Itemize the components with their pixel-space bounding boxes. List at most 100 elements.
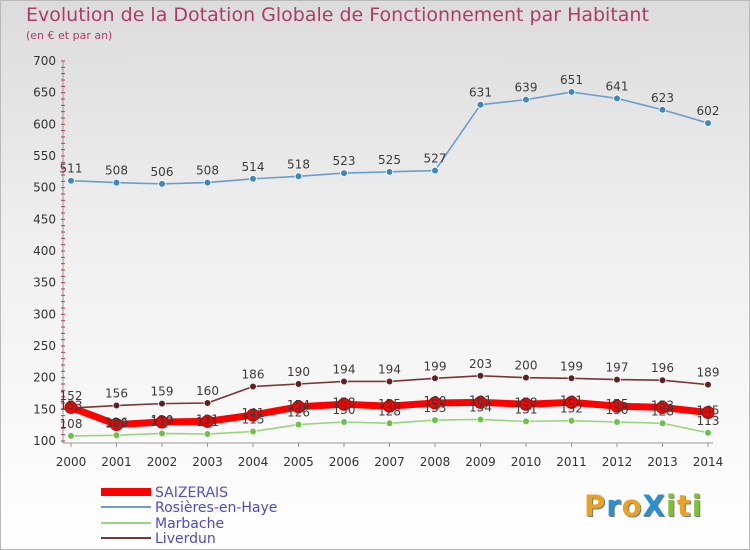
- data-label-saizerais: 158: [515, 395, 538, 409]
- data-point-rosieres-en-haye: [112, 178, 121, 187]
- data-point-saizerais: [565, 395, 578, 409]
- data-point-marbache: [704, 428, 712, 437]
- data-point-marbache: [203, 430, 212, 438]
- legend: SAIZERAISRosières-en-HayeMarbacheLiverdu…: [101, 485, 277, 547]
- data-label-liverdun: 160: [196, 384, 219, 398]
- data-label-marbache: 131: [515, 402, 538, 416]
- data-label-saizerais: 141: [242, 406, 265, 420]
- data-point-rosieres-en-haye: [385, 168, 394, 176]
- data-label-rosieres-en-haye: 641: [606, 79, 629, 93]
- logo-letter: i: [691, 489, 703, 523]
- data-point-rosieres-en-haye: [340, 169, 348, 177]
- data-point-marbache: [476, 415, 485, 424]
- data-label-saizerais: 153: [60, 398, 83, 412]
- data-label-liverdun: 200: [515, 359, 538, 373]
- data-label-liverdun: 156: [105, 387, 128, 401]
- x-tick-label: 2004: [238, 455, 269, 469]
- data-point-saizerais: [155, 415, 169, 429]
- data-label-saizerais: 160: [424, 394, 447, 408]
- logo-letter: o: [621, 489, 643, 523]
- legend-label: SAIZERAIS: [155, 485, 228, 501]
- data-label-liverdun: 190: [287, 365, 310, 379]
- data-point-marbache: [522, 417, 530, 426]
- data-label-marbache: 134: [469, 400, 492, 414]
- data-label-rosieres-en-haye: 623: [651, 91, 674, 105]
- y-tick-label: 700: [33, 54, 56, 68]
- data-label-saizerais: 158: [333, 395, 356, 409]
- x-tick-label: 2009: [465, 455, 496, 469]
- data-point-rosieres-en-haye: [567, 88, 576, 96]
- proxiti-logo: ProXiti: [584, 489, 703, 523]
- data-label-liverdun: 194: [378, 362, 401, 376]
- y-tick-label: 350: [33, 276, 56, 290]
- x-tick-label: 2011: [556, 455, 587, 469]
- x-tick-label: 2003: [192, 455, 223, 469]
- data-label-rosieres-en-haye: 602: [697, 104, 720, 118]
- data-label-marbache: 133: [424, 401, 447, 415]
- y-tick-label: 100: [33, 434, 56, 448]
- data-label-liverdun: 186: [242, 368, 265, 382]
- data-label-saizerais: 131: [196, 412, 219, 426]
- data-point-liverdun: [567, 374, 576, 383]
- data-label-rosieres-en-haye: 518: [287, 157, 310, 171]
- data-label-rosieres-en-haye: 527: [424, 152, 447, 166]
- data-point-saizerais: [292, 400, 305, 414]
- data-point-marbache: [67, 432, 75, 440]
- data-point-saizerais: [610, 399, 624, 413]
- data-label-saizerais: 130: [151, 413, 174, 427]
- y-tick-label: 300: [33, 307, 56, 321]
- y-tick-label: 650: [33, 86, 56, 100]
- data-point-saizerais: [383, 399, 396, 413]
- data-point-rosieres-en-haye: [704, 119, 712, 127]
- data-label-rosieres-en-haye: 514: [242, 160, 265, 174]
- data-label-liverdun: 194: [333, 362, 356, 376]
- data-point-liverdun: [658, 376, 667, 385]
- data-label-liverdun: 189: [697, 366, 720, 380]
- y-tick-label: 400: [33, 244, 56, 258]
- logo-letter: P: [584, 489, 607, 523]
- data-label-saizerais: 155: [378, 397, 401, 411]
- data-label-rosieres-en-haye: 511: [60, 162, 83, 176]
- legend-label: Marbache: [155, 516, 224, 532]
- data-label-marbache: 128: [378, 404, 401, 418]
- data-point-saizerais: [428, 396, 442, 410]
- x-tick-label: 2008: [420, 455, 451, 469]
- data-point-saizerais: [656, 400, 669, 414]
- legend-label: Liverdun: [155, 531, 216, 547]
- x-tick-label: 2010: [511, 455, 542, 469]
- data-label-marbache: 130: [333, 403, 356, 417]
- data-point-saizerais: [110, 418, 123, 432]
- logo-letter: r: [606, 489, 622, 523]
- data-point-liverdun: [385, 377, 394, 386]
- logo-letter: X: [642, 489, 666, 523]
- data-label-marbache: 128: [651, 404, 674, 418]
- data-label-rosieres-en-haye: 508: [105, 164, 128, 178]
- data-point-marbache: [431, 416, 439, 424]
- data-point-liverdun: [158, 399, 166, 408]
- data-point-saizerais: [474, 395, 487, 409]
- data-label-liverdun: 199: [560, 359, 583, 373]
- data-point-marbache: [294, 420, 303, 429]
- data-point-liverdun: [704, 380, 712, 389]
- data-label-saizerais: 145: [697, 404, 720, 418]
- data-point-rosieres-en-haye: [158, 180, 166, 188]
- data-label-liverdun: 196: [651, 361, 674, 375]
- x-tick-label: 2012: [602, 455, 633, 469]
- data-point-liverdun: [522, 373, 530, 382]
- data-point-liverdun: [340, 377, 348, 386]
- logo-letter: i: [665, 489, 677, 523]
- data-label-rosieres-en-haye: 523: [333, 154, 356, 168]
- data-label-saizerais: 155: [606, 397, 629, 411]
- x-tick-label: 2002: [147, 455, 178, 469]
- data-point-rosieres-en-haye: [67, 176, 75, 185]
- data-point-liverdun: [431, 374, 439, 383]
- data-point-rosieres-en-haye: [203, 178, 212, 187]
- data-point-marbache: [385, 419, 394, 428]
- data-label-marbache: 130: [606, 403, 629, 417]
- legend-label: Rosières-en-Haye: [155, 500, 277, 516]
- data-point-marbache: [658, 419, 667, 428]
- data-label-marbache: 126: [287, 406, 310, 420]
- data-point-rosieres-en-haye: [249, 175, 257, 183]
